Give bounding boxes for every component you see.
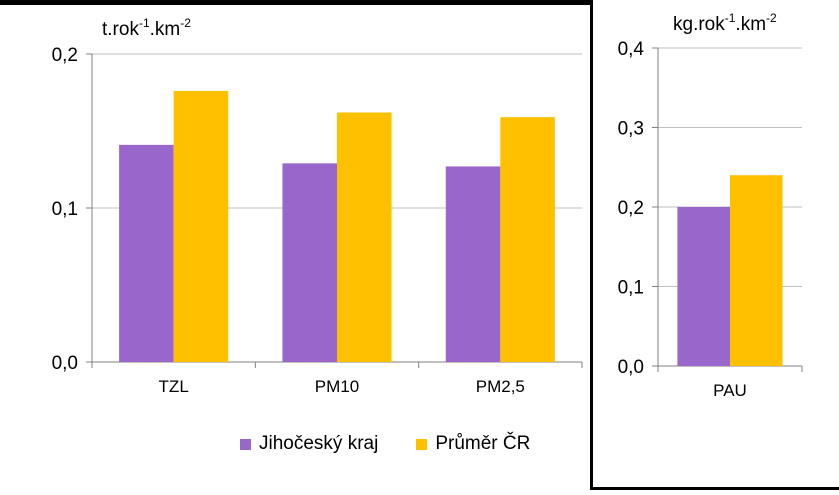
- left-bar-prumer: [337, 112, 392, 363]
- left-bar-jihocesky: [445, 166, 501, 362]
- legend-item-jihocesky: Jihočeský kraj: [240, 433, 378, 455]
- left-y-tick-label: 0,0: [52, 353, 78, 374]
- legend-swatch-prumer: [416, 438, 428, 450]
- right-chart: kg.rok-1.km-2 0,0 0,1 0,2 0,3 0,4 PAU: [618, 11, 803, 400]
- left-y-unit-part-2: .km: [150, 19, 181, 40]
- left-y-tick-label: 0,1: [52, 199, 78, 220]
- left-bar-prumer: [500, 117, 555, 362]
- legend: Jihočeský kraj Průměr ČR: [240, 433, 530, 455]
- legend-item-prumer: Průměr ČR: [416, 433, 530, 455]
- left-y-unit-part-1: -1: [139, 16, 150, 30]
- left-x-tick-label: PM10: [315, 377, 359, 396]
- left-y-tick-label: 0,2: [52, 45, 78, 66]
- right-y-tick-label: 0,2: [618, 198, 644, 219]
- left-bar-jihocesky: [119, 144, 174, 362]
- right-y-tick-label: 0,4: [618, 39, 645, 60]
- right-y-unit-part-1: -1: [725, 11, 736, 25]
- left-bar-jihocesky: [282, 163, 337, 362]
- legend-label-prumer: Průměr ČR: [435, 433, 531, 454]
- right-y-unit-part-2: .km: [735, 14, 766, 35]
- right-y-tick-label: 0,1: [618, 278, 644, 299]
- left-y-unit-part-0: t.rok: [102, 19, 139, 40]
- right-bar-jihocesky: [677, 207, 730, 366]
- right-y-tick-label: 0,0: [618, 357, 644, 378]
- legend-label-jihocesky: Jihočeský kraj: [259, 433, 379, 454]
- left-y-unit-label: t.rok-1.km-2: [102, 16, 191, 40]
- right-bar-prumer: [730, 175, 783, 366]
- left-y-unit-part-3: -2: [180, 16, 191, 30]
- right-x-tick-label: PAU: [713, 381, 747, 400]
- right-chart-panel: kg.rok-1.km-2 0,0 0,1 0,2 0,3 0,4 PAU: [590, 0, 839, 490]
- left-bar-prumer: [173, 90, 229, 363]
- left-chart-panel: t.rok-1.km-2 0,0 0,1 0,2 TZL PM10 PM2,5 Jihoče…: [0, 0, 597, 455]
- right-y-unit-label: kg.rok-1.km-2: [673, 11, 777, 35]
- left-x-tick-label: TZL: [159, 377, 189, 396]
- right-y-unit-part-0: kg.rok: [673, 14, 725, 35]
- right-y-unit-part-3: -2: [766, 11, 777, 25]
- left-x-tick-label: PM2,5: [476, 377, 525, 396]
- left-chart: t.rok-1.km-2 0,0 0,1 0,2 TZL PM10 PM2,5: [52, 16, 583, 396]
- legend-swatch-jihocesky: [240, 438, 251, 450]
- right-y-tick-label: 0,3: [618, 119, 644, 140]
